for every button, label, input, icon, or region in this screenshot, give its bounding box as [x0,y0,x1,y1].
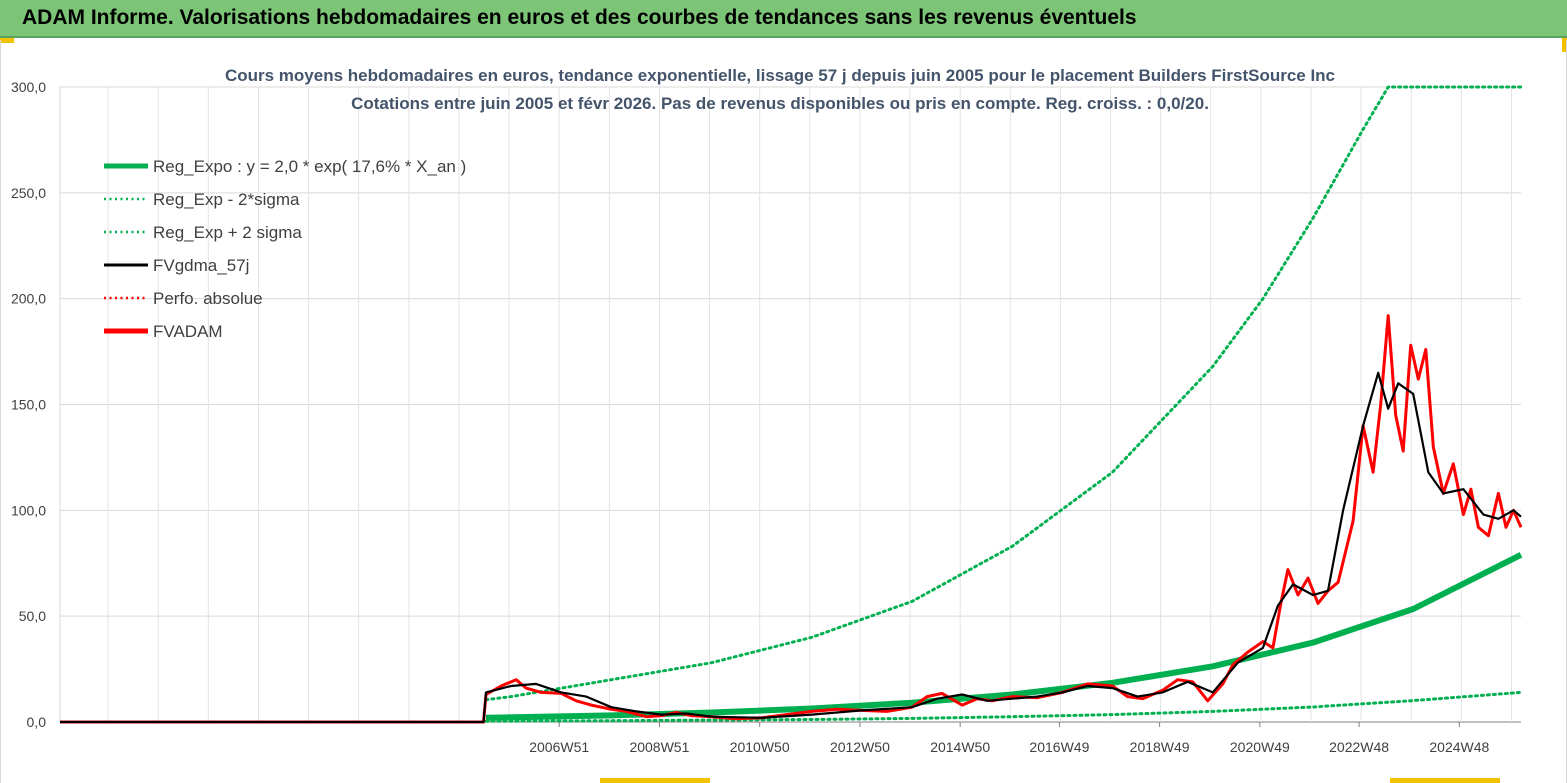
series-reg-exp-2-sigma [484,85,1523,702]
legend: Reg_Expo : y = 2,0 * exp( 17,6% * X_an )… [104,157,466,341]
x-tick-label: 2006W51 [529,739,589,755]
banner-accent-left [0,38,14,43]
series-layer [60,85,1523,724]
series-fvadam [60,314,1523,724]
x-tick-label: 2012W50 [830,739,890,755]
report-banner: ADAM Informe. Valorisations hebdomadaire… [0,0,1567,38]
x-axis: 2006W51 2008W51 2010W50 2012W50 2014W50 2016W… [529,722,1490,755]
legend-label: FVADAM [153,322,223,341]
legend-label: Perfo. absolue [153,289,263,308]
legend-label: Reg_Expo : y = 2,0 * exp( 17,6% * X_an ) [153,157,466,176]
x-tick-label: 2008W51 [629,739,689,755]
banner-accent-right [1562,38,1567,52]
series-reg-expo [485,552,1523,721]
x-tick-label: 2018W49 [1130,739,1190,755]
y-tick-label: 0,0 [27,714,47,730]
legend-label: FVgdma_57j [153,256,249,275]
y-tick-label: 150,0 [11,397,46,413]
report-title: ADAM Informe. Valorisations hebdomadaire… [22,6,1137,29]
y-tick-label: 100,0 [11,502,46,518]
chart-subtitle: Cotations entre juin 2005 et févr 2026. … [351,94,1209,113]
series-reg-exp-2-sigma [484,690,1523,723]
y-axis: 0,0 50,0 100,0 150,0 200,0 250,0 300,0 [11,79,46,730]
y-tick-label: 250,0 [11,185,46,201]
y-tick-label: 50,0 [19,608,46,624]
x-tick-label: 2020W49 [1230,739,1290,755]
bottom-accent [600,778,710,783]
x-tick-label: 2014W50 [930,739,990,755]
x-tick-label: 2024W48 [1429,739,1489,755]
x-tick-label: 2010W50 [730,739,790,755]
y-tick-label: 300,0 [11,79,46,95]
y-tick-label: 200,0 [11,291,46,307]
legend-label: Reg_Exp - 2*sigma [153,190,300,209]
legend-label: Reg_Exp + 2 sigma [153,223,302,242]
chart-title: Cours moyens hebdomadaires en euros, ten… [225,66,1335,85]
bottom-accent-2 [1390,778,1500,783]
series-fvgdma-57j [60,371,1522,724]
x-tick-label: 2022W48 [1329,739,1389,755]
x-tick-label: 2016W49 [1029,739,1089,755]
grid-lines [59,86,1521,723]
